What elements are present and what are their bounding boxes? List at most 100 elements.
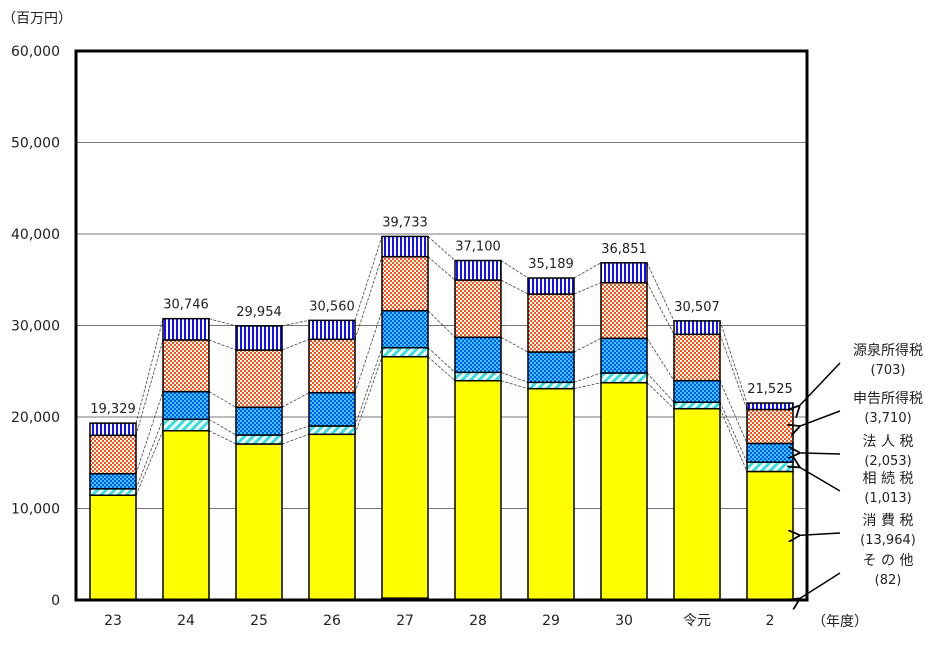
unit-label: （百万円） (2, 11, 72, 27)
connector-line (354, 256, 383, 340)
connector-line (354, 347, 383, 427)
connector-line (500, 260, 529, 279)
x-tick-label: 23 (104, 613, 122, 629)
bar-segment-源泉所得税-2 (746, 402, 794, 411)
bar-segment-源泉所得税-23 (89, 422, 137, 437)
connector-line (646, 338, 675, 381)
bar-segment-相続税-2 (746, 461, 794, 473)
connector-line (135, 419, 164, 489)
total-label: 30,746 (163, 298, 209, 313)
connector-line (646, 282, 675, 335)
bar-segment-相続税-26 (308, 425, 356, 436)
connector-line (427, 356, 456, 381)
bar-segment-法人税-26 (308, 391, 356, 427)
connector-line (354, 236, 383, 321)
bar-segment-源泉所得税-27 (381, 235, 429, 258)
y-tick-label: 20,000 (11, 410, 60, 426)
legend-value: (13,964) (860, 533, 916, 548)
bar-segment-法人税-28 (454, 336, 502, 374)
plot-area-border (74, 49, 809, 602)
bar-segment-消費税-令元 (673, 407, 721, 601)
connector-line (135, 318, 164, 424)
x-tick-label: 27 (396, 613, 414, 629)
connector-line (427, 256, 456, 281)
connector-line (646, 382, 675, 409)
x-axis-title: （年度） (812, 614, 868, 630)
connector-line (135, 391, 164, 474)
connector-line (427, 236, 456, 261)
total-label: 19,329 (90, 402, 136, 417)
connector-line (135, 339, 164, 436)
legend-arrow (799, 533, 841, 535)
connector-line (208, 430, 237, 445)
total-label: 37,100 (455, 240, 501, 255)
bar-segment-申告所得税-25 (235, 349, 283, 409)
bar-segment-源泉所得税-25 (235, 325, 283, 351)
legend-label: 申告所得税 (853, 390, 923, 407)
y-tick-label: 10,000 (11, 502, 60, 518)
bar-segment-消費税-24 (162, 429, 210, 601)
connector-line (208, 339, 237, 351)
connector-line (500, 336, 529, 353)
connector-line (208, 391, 237, 408)
legend-label: 相 続 税 (863, 470, 914, 487)
connector-line (573, 382, 602, 390)
connector-line (719, 408, 748, 472)
total-label: 35,189 (528, 257, 574, 272)
y-tick-label: 60,000 (11, 44, 60, 60)
legend-value: (3,710) (864, 411, 911, 426)
bar-segment-源泉所得税-29 (527, 277, 575, 295)
connector-line (281, 433, 310, 445)
legend-label: そ の 他 (863, 553, 914, 569)
bar-segment-相続税-令元 (673, 401, 721, 410)
connector-line (719, 402, 748, 463)
connector-line (500, 380, 529, 390)
bar-segment-源泉所得税-令元 (673, 320, 721, 336)
bar-segment-相続税-30 (600, 372, 648, 384)
legend-value: (703) (871, 363, 906, 378)
bar-segment-源泉所得税-24 (162, 317, 210, 341)
x-tick-label: 30 (615, 613, 633, 629)
bar-segment-消費税-2 (746, 470, 794, 600)
connector-line (354, 310, 383, 393)
x-tick-label: 29 (542, 613, 560, 629)
connector-line (573, 262, 602, 279)
bar-segment-申告所得税-28 (454, 279, 502, 339)
bar-segment-消費税-27 (381, 355, 429, 599)
legend-label: 源泉所得税 (853, 342, 923, 359)
connector-line (281, 319, 310, 327)
connector-line (135, 430, 164, 496)
x-tick-label: 28 (469, 613, 487, 629)
bar-segment-消費税-26 (308, 433, 356, 601)
bar-segment-法人税-令元 (673, 379, 721, 404)
bar-segment-法人税-25 (235, 406, 283, 436)
bar-segment-相続税-25 (235, 434, 283, 445)
x-tick-label: 2 (766, 613, 775, 629)
bar-segment-法人税-30 (600, 337, 648, 374)
y-tick-label: 50,000 (11, 136, 60, 152)
connector-line (281, 425, 310, 436)
bar-segment-相続税-27 (381, 346, 429, 358)
bar-segment-法人税-27 (381, 309, 429, 349)
y-tick-label: 0 (51, 593, 60, 609)
legend-value: (82) (875, 573, 902, 588)
bar-segment-申告所得税-23 (89, 434, 137, 475)
connector-line (281, 338, 310, 351)
connector-line (281, 392, 310, 408)
connector-line (719, 380, 748, 444)
total-label: 36,851 (601, 242, 647, 257)
bar-segment-消費税-28 (454, 379, 502, 601)
bar-segment-相続税-23 (89, 488, 137, 496)
bar-segment-消費税-25 (235, 443, 283, 601)
x-tick-label: 令元 (683, 613, 711, 629)
connector-line (500, 279, 529, 295)
total-label: 30,507 (674, 300, 720, 315)
total-label: 29,954 (236, 305, 282, 320)
bar-segment-法人税-29 (527, 351, 575, 384)
bar-segment-申告所得税-29 (527, 293, 575, 353)
legend-value: (2,053) (864, 454, 911, 469)
connector-line (427, 347, 456, 373)
legend-arrow (799, 410, 841, 426)
bar-segment-相続税-24 (162, 418, 210, 432)
